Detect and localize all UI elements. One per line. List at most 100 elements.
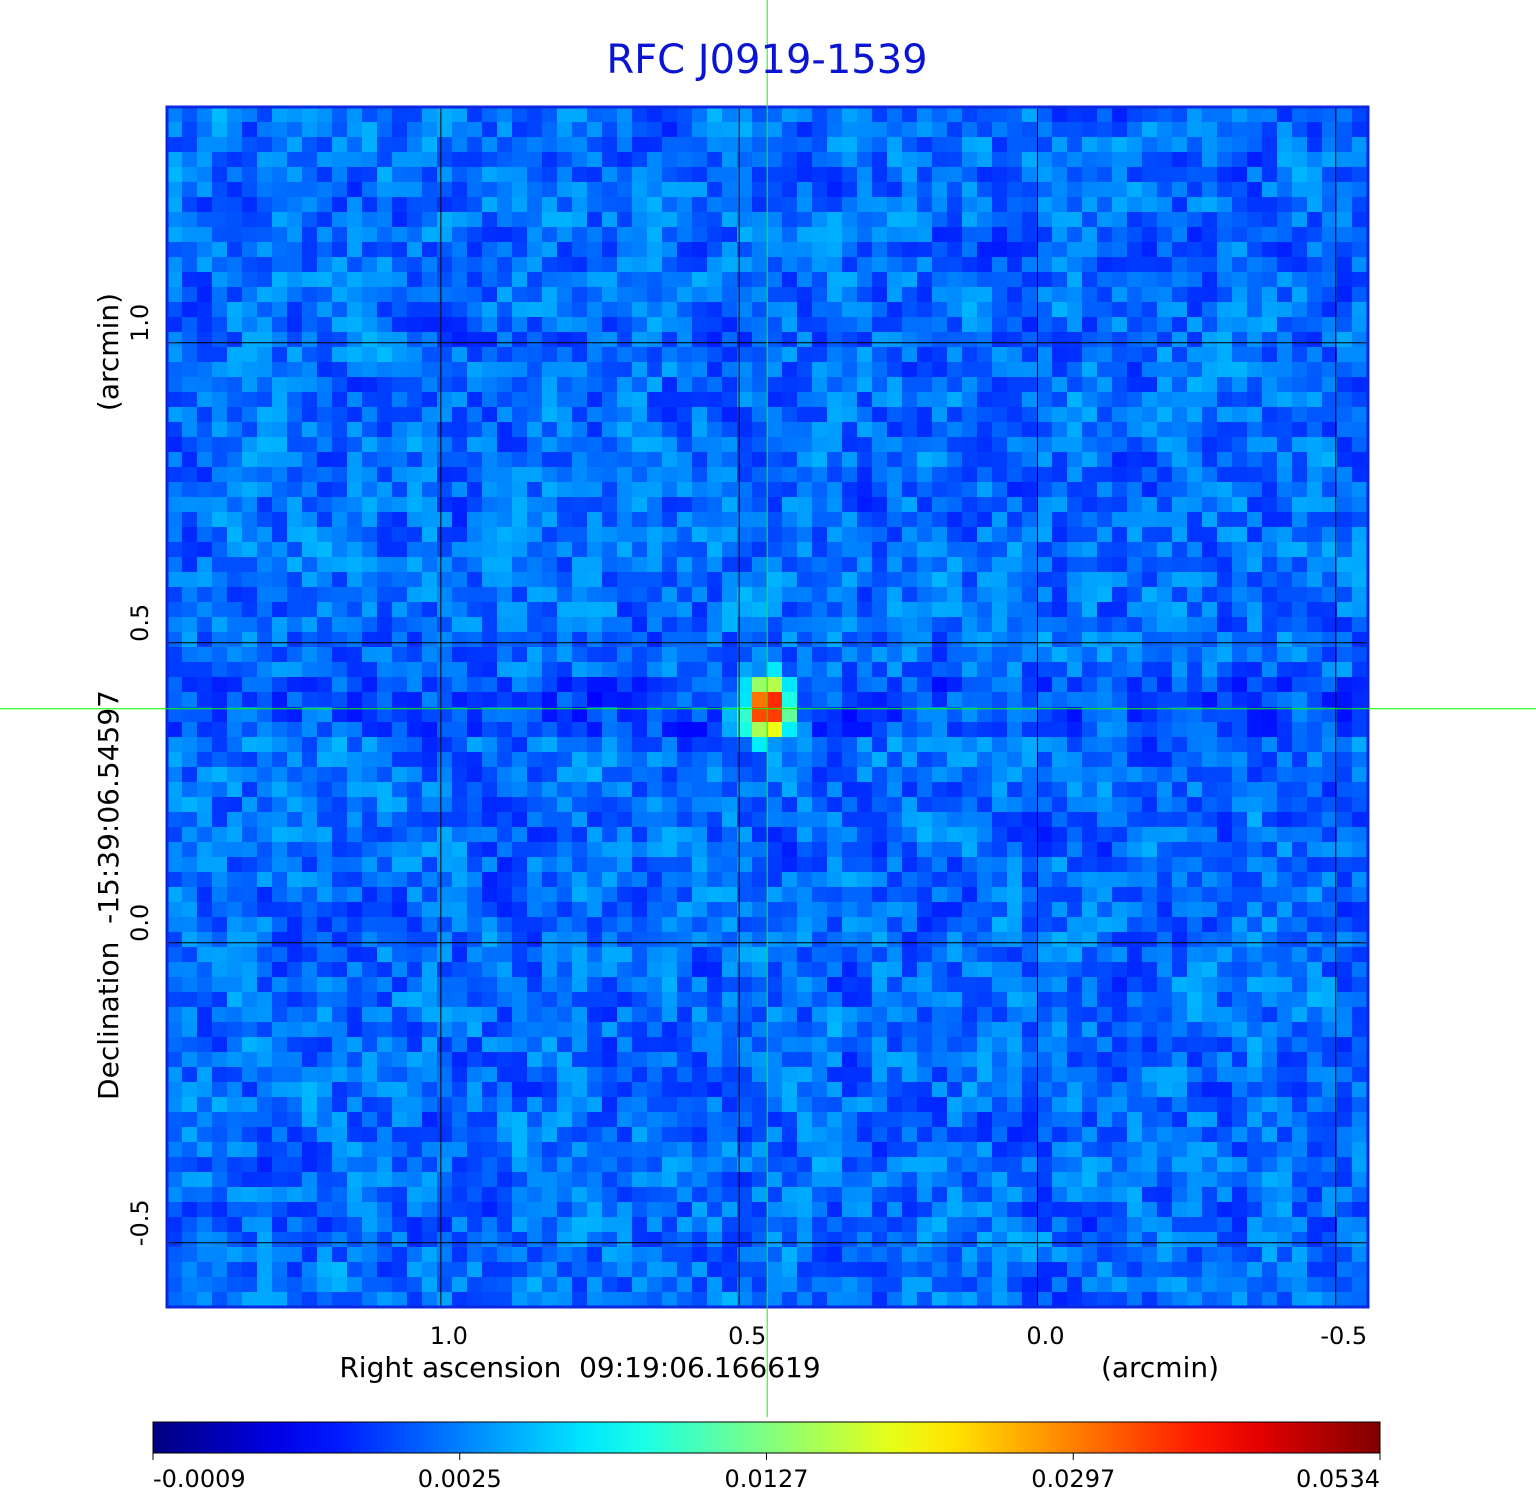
- map-pixel: [1187, 872, 1202, 887]
- map-pixel: [227, 242, 242, 257]
- map-pixel: [1262, 692, 1277, 707]
- map-pixel: [1232, 332, 1247, 347]
- map-pixel: [467, 887, 482, 902]
- map-pixel: [662, 182, 677, 197]
- map-pixel: [1232, 437, 1247, 452]
- map-pixel: [872, 422, 887, 437]
- map-pixel: [167, 632, 182, 647]
- map-pixel: [872, 152, 887, 167]
- map-pixel: [602, 197, 617, 212]
- map-pixel: [587, 347, 602, 362]
- map-pixel: [1277, 197, 1292, 212]
- map-pixel: [422, 677, 437, 692]
- map-pixel: [1097, 722, 1112, 737]
- map-pixel: [437, 797, 452, 812]
- map-pixel: [842, 272, 857, 287]
- map-pixel: [677, 767, 692, 782]
- map-pixel: [1007, 242, 1022, 257]
- map-pixel: [737, 737, 752, 752]
- map-pixel: [347, 887, 362, 902]
- map-pixel: [797, 242, 812, 257]
- map-pixel: [557, 857, 572, 872]
- map-pixel: [647, 272, 662, 287]
- map-pixel: [1187, 527, 1202, 542]
- map-pixel: [512, 962, 527, 977]
- map-pixel: [1322, 482, 1337, 497]
- map-pixel: [1022, 542, 1037, 557]
- map-pixel: [737, 182, 752, 197]
- map-pixel: [782, 557, 797, 572]
- map-pixel: [1277, 527, 1292, 542]
- map-pixel: [767, 422, 782, 437]
- map-pixel: [917, 992, 932, 1007]
- map-pixel: [197, 107, 212, 122]
- map-pixel: [617, 752, 632, 767]
- map-pixel: [602, 737, 617, 752]
- map-pixel: [992, 842, 1007, 857]
- map-pixel: [557, 497, 572, 512]
- map-pixel: [1157, 392, 1172, 407]
- map-pixel: [1277, 347, 1292, 362]
- map-pixel: [1067, 707, 1082, 722]
- map-pixel: [482, 482, 497, 497]
- map-pixel: [602, 932, 617, 947]
- map-pixel: [1157, 557, 1172, 572]
- map-pixel: [557, 872, 572, 887]
- map-pixel: [647, 1022, 662, 1037]
- map-pixel: [242, 617, 257, 632]
- map-pixel: [887, 122, 902, 137]
- map-pixel: [842, 527, 857, 542]
- map-pixel: [962, 527, 977, 542]
- map-pixel: [1217, 752, 1232, 767]
- map-pixel: [1202, 542, 1217, 557]
- map-pixel: [992, 347, 1007, 362]
- map-pixel: [1007, 617, 1022, 632]
- map-pixel: [737, 692, 752, 707]
- map-pixel: [497, 917, 512, 932]
- map-pixel: [437, 857, 452, 872]
- map-pixel: [587, 812, 602, 827]
- map-pixel: [1082, 572, 1097, 587]
- map-pixel: [737, 557, 752, 572]
- map-pixel: [1202, 722, 1217, 737]
- map-pixel: [782, 437, 797, 452]
- map-pixel: [1277, 647, 1292, 662]
- map-pixel: [992, 407, 1007, 422]
- map-pixel: [842, 797, 857, 812]
- map-pixel: [212, 647, 227, 662]
- map-pixel: [182, 647, 197, 662]
- map-pixel: [1127, 1007, 1142, 1022]
- map-pixel: [557, 662, 572, 677]
- map-pixel: [1337, 857, 1352, 872]
- map-pixel: [617, 557, 632, 572]
- map-pixel: [602, 632, 617, 647]
- map-pixel: [1112, 512, 1127, 527]
- map-pixel: [227, 422, 242, 437]
- map-pixel: [467, 302, 482, 317]
- map-pixel: [917, 977, 932, 992]
- map-pixel: [347, 587, 362, 602]
- map-pixel: [542, 767, 557, 782]
- map-pixel: [587, 107, 602, 122]
- map-pixel: [182, 377, 197, 392]
- map-pixel: [887, 1022, 902, 1037]
- map-pixel: [377, 362, 392, 377]
- map-pixel: [452, 1007, 467, 1022]
- map-pixel: [377, 797, 392, 812]
- map-pixel: [752, 842, 767, 857]
- map-pixel: [437, 662, 452, 677]
- map-pixel: [332, 842, 347, 857]
- map-pixel: [452, 167, 467, 182]
- map-pixel: [257, 542, 272, 557]
- map-pixel: [1097, 212, 1112, 227]
- map-pixel: [437, 182, 452, 197]
- map-pixel: [1067, 917, 1082, 932]
- map-pixel: [1052, 467, 1067, 482]
- map-pixel: [1022, 407, 1037, 422]
- map-pixel: [332, 872, 347, 887]
- map-pixel: [1307, 152, 1322, 167]
- map-pixel: [707, 527, 722, 542]
- map-pixel: [422, 287, 437, 302]
- map-pixel: [1232, 1007, 1247, 1022]
- map-pixel: [1247, 197, 1262, 212]
